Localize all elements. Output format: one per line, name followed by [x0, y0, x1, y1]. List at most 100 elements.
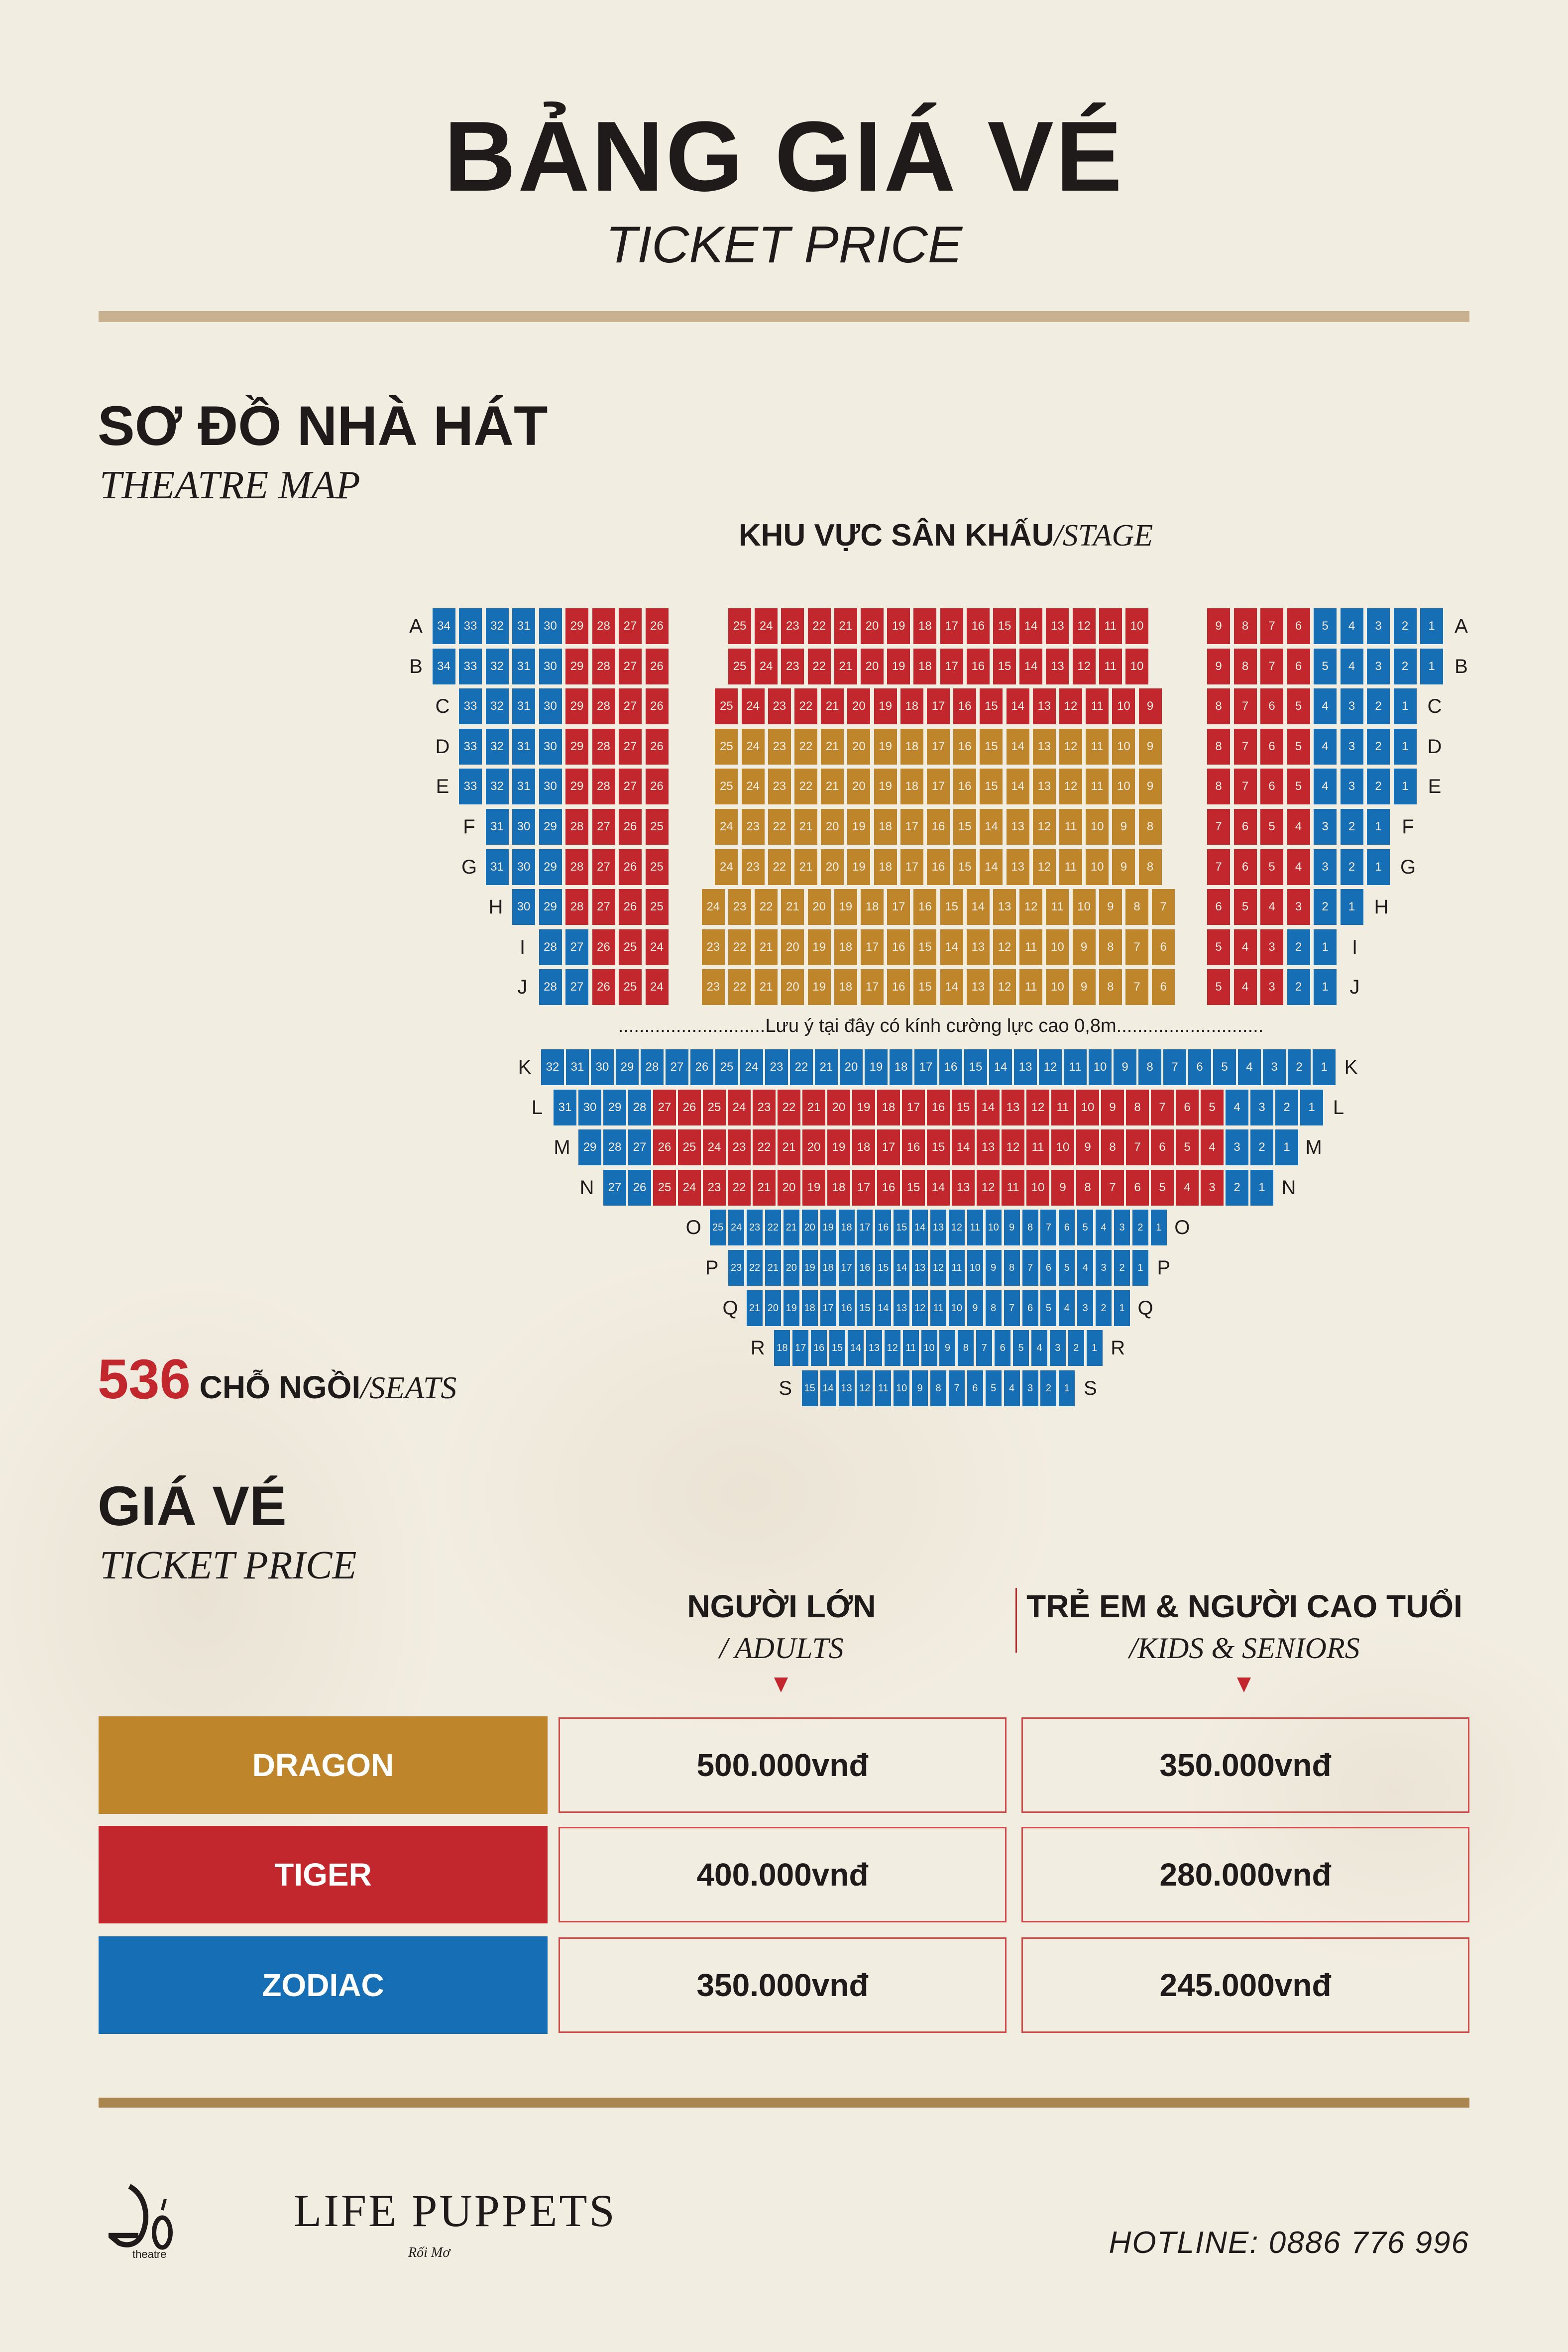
seat[interactable]: 10	[1076, 1089, 1099, 1125]
seat[interactable]: 12	[1059, 769, 1082, 805]
seat[interactable]: 23	[703, 1169, 726, 1206]
seat[interactable]: 4	[1260, 889, 1283, 925]
seat[interactable]: 14	[1019, 648, 1043, 684]
seat[interactable]: 28	[592, 608, 615, 644]
seat[interactable]: 14	[980, 849, 1003, 885]
seat[interactable]: 9	[1207, 608, 1230, 644]
seat[interactable]: 28	[603, 1129, 626, 1166]
seat[interactable]: 9	[1051, 1169, 1074, 1206]
seat[interactable]: 33	[459, 648, 482, 684]
seat[interactable]: 6	[1059, 1210, 1075, 1246]
seat[interactable]: 8	[1207, 728, 1230, 765]
seat[interactable]: 7	[1260, 648, 1283, 684]
seat[interactable]: 26	[592, 929, 615, 965]
seat[interactable]: 7	[1126, 1129, 1149, 1166]
seat[interactable]: 18	[890, 1049, 912, 1085]
seat[interactable]: 25	[715, 1049, 738, 1085]
seat[interactable]: 16	[902, 1129, 925, 1166]
seat[interactable]: 16	[953, 688, 977, 725]
seat[interactable]: 14	[894, 1250, 910, 1286]
seat[interactable]: 20	[821, 849, 844, 885]
seat[interactable]: 18	[827, 1169, 850, 1206]
seat[interactable]: 17	[857, 1210, 873, 1246]
seat[interactable]: 8	[1207, 769, 1230, 805]
seat[interactable]: 14	[820, 1370, 836, 1406]
seat[interactable]: 19	[865, 1049, 888, 1085]
seat[interactable]: 20	[781, 929, 804, 965]
seat[interactable]: 12	[1032, 809, 1056, 845]
seat[interactable]: 24	[741, 728, 765, 765]
seat[interactable]: 28	[592, 769, 615, 805]
seat[interactable]: 13	[894, 1290, 910, 1326]
seat[interactable]: 11	[930, 1290, 946, 1326]
seat[interactable]: 1	[1420, 648, 1443, 684]
seat[interactable]: 5	[1287, 769, 1310, 805]
seat[interactable]: 28	[592, 728, 615, 765]
seat[interactable]: 12	[930, 1250, 946, 1286]
seat[interactable]: 6	[1233, 809, 1257, 845]
seat[interactable]: 22	[790, 1049, 813, 1085]
seat[interactable]: 27	[619, 688, 642, 725]
seat[interactable]: 14	[927, 1169, 950, 1206]
seat[interactable]: 18	[900, 728, 923, 765]
seat[interactable]: 14	[940, 929, 963, 965]
seat[interactable]: 4	[1238, 1049, 1261, 1085]
seat[interactable]: 7	[1101, 1169, 1124, 1206]
seat[interactable]: 4	[1287, 849, 1310, 885]
seat[interactable]: 19	[847, 849, 871, 885]
seat[interactable]: 6	[1176, 1089, 1199, 1125]
seat[interactable]: 15	[913, 969, 937, 1006]
seat[interactable]: 16	[927, 849, 950, 885]
seat[interactable]: 3	[1096, 1250, 1112, 1286]
seat[interactable]: 13	[1046, 608, 1069, 644]
seat[interactable]: 9	[1101, 1089, 1124, 1125]
seat[interactable]: 25	[645, 849, 669, 885]
seat[interactable]: 18	[801, 1290, 818, 1326]
seat[interactable]: 5	[1013, 1330, 1029, 1366]
seat[interactable]: 22	[768, 849, 791, 885]
seat[interactable]: 12	[1072, 608, 1096, 644]
seat[interactable]: 16	[877, 1169, 900, 1206]
seat[interactable]: 3	[1260, 929, 1283, 965]
seat[interactable]: 17	[838, 1250, 855, 1286]
seat[interactable]: 2	[1287, 969, 1310, 1006]
seat[interactable]: 12	[857, 1370, 873, 1406]
seat[interactable]: 30	[539, 608, 562, 644]
seat[interactable]: 1	[1059, 1370, 1075, 1406]
seat[interactable]: 23	[768, 728, 791, 765]
seat[interactable]: 11	[1026, 1129, 1049, 1166]
seat[interactable]: 12	[1026, 1089, 1049, 1125]
seat[interactable]: 11	[1019, 969, 1043, 1006]
seat[interactable]: 25	[645, 809, 669, 845]
seat[interactable]: 17	[877, 1129, 900, 1166]
seat[interactable]: 1	[1393, 769, 1417, 805]
seat[interactable]: 8	[1099, 929, 1122, 965]
seat[interactable]: 10	[1072, 889, 1096, 925]
seat[interactable]: 14	[940, 969, 963, 1006]
seat[interactable]: 7	[1022, 1250, 1038, 1286]
seat[interactable]: 17	[940, 648, 963, 684]
seat[interactable]: 3	[1260, 969, 1283, 1006]
seat[interactable]: 3	[1314, 849, 1337, 885]
seat[interactable]: 8	[985, 1290, 1002, 1326]
seat[interactable]: 14	[980, 809, 1003, 845]
seat[interactable]: 21	[753, 1169, 776, 1206]
seat[interactable]: 6	[1188, 1049, 1211, 1085]
seat[interactable]: 22	[768, 809, 791, 845]
seat[interactable]: 2	[1314, 889, 1337, 925]
seat[interactable]: 1	[1300, 1089, 1323, 1125]
seat[interactable]: 11	[875, 1370, 892, 1406]
seat[interactable]: 17	[940, 608, 963, 644]
seat[interactable]: 3	[1367, 608, 1390, 644]
seat[interactable]: 25	[645, 889, 669, 925]
seat[interactable]: 22	[765, 1210, 781, 1246]
seat[interactable]: 31	[512, 769, 535, 805]
seat[interactable]: 32	[485, 648, 509, 684]
seat[interactable]: 15	[980, 769, 1003, 805]
seat[interactable]: 12	[993, 969, 1016, 1006]
seat[interactable]: 31	[566, 1049, 589, 1085]
seat[interactable]: 23	[747, 1210, 763, 1246]
seat[interactable]: 22	[728, 929, 751, 965]
seat[interactable]: 6	[1260, 688, 1283, 725]
seat[interactable]: 29	[578, 1129, 601, 1166]
